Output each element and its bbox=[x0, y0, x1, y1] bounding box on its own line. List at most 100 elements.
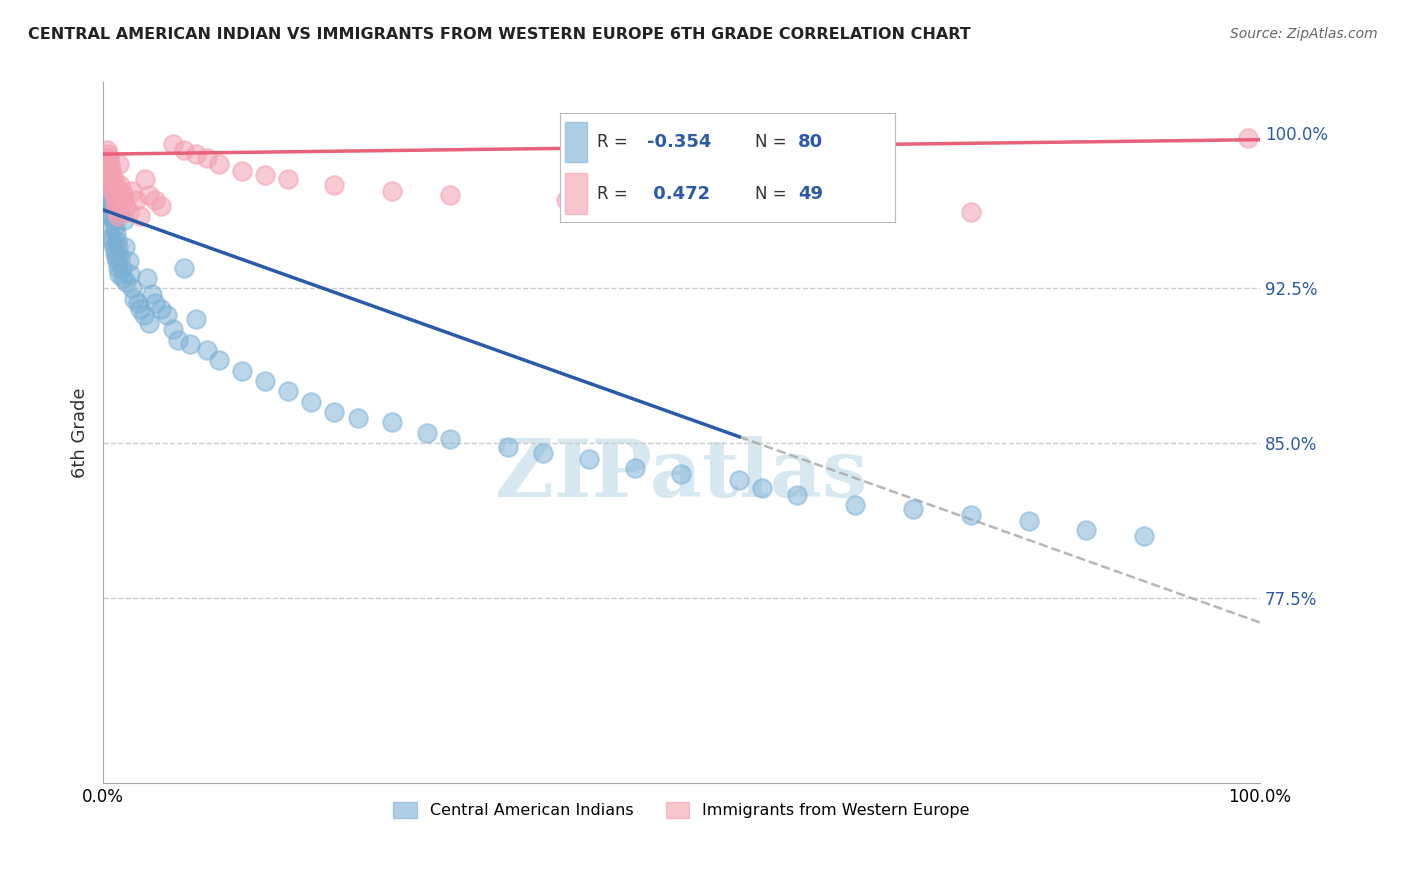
Point bbox=[129, 209, 152, 223]
Point bbox=[1133, 529, 1156, 543]
Text: Source: ZipAtlas.com: Source: ZipAtlas.com bbox=[1230, 27, 1378, 41]
Point bbox=[173, 260, 195, 275]
Point bbox=[132, 308, 155, 322]
Point bbox=[97, 163, 120, 178]
Point bbox=[578, 452, 600, 467]
Point bbox=[104, 199, 127, 213]
Point bbox=[100, 199, 122, 213]
Point bbox=[100, 161, 122, 176]
Point bbox=[107, 260, 129, 275]
Point bbox=[101, 168, 124, 182]
Point bbox=[254, 168, 277, 182]
Text: ZIPatlas: ZIPatlas bbox=[495, 435, 868, 514]
Point bbox=[671, 199, 693, 213]
Point bbox=[323, 405, 346, 419]
Point bbox=[105, 205, 128, 219]
Point bbox=[728, 473, 751, 487]
Point bbox=[195, 151, 218, 165]
Point bbox=[104, 226, 127, 240]
Point bbox=[104, 250, 127, 264]
Point bbox=[127, 295, 149, 310]
Point bbox=[97, 184, 120, 198]
Point bbox=[149, 301, 172, 316]
Point bbox=[844, 498, 866, 512]
Point bbox=[98, 178, 121, 192]
Point bbox=[124, 292, 146, 306]
Point bbox=[149, 199, 172, 213]
Point bbox=[231, 163, 253, 178]
Point bbox=[98, 172, 121, 186]
Point bbox=[108, 157, 131, 171]
Point bbox=[136, 271, 159, 285]
Point bbox=[104, 246, 127, 260]
Point bbox=[195, 343, 218, 358]
Point bbox=[101, 188, 124, 202]
Point bbox=[254, 374, 277, 388]
Point bbox=[624, 460, 647, 475]
Point bbox=[112, 213, 135, 227]
Point bbox=[134, 172, 156, 186]
Point bbox=[101, 209, 124, 223]
Point bbox=[959, 508, 981, 523]
Point bbox=[104, 199, 127, 213]
Point bbox=[1076, 523, 1098, 537]
Point bbox=[97, 163, 120, 178]
Point bbox=[173, 143, 195, 157]
Point bbox=[121, 184, 143, 198]
Point bbox=[1237, 130, 1260, 145]
Point bbox=[111, 188, 134, 202]
Point bbox=[100, 229, 122, 244]
Point bbox=[97, 147, 120, 161]
Point bbox=[110, 205, 132, 219]
Point bbox=[959, 205, 981, 219]
Point bbox=[124, 193, 146, 207]
Point bbox=[118, 267, 141, 281]
Point bbox=[94, 178, 117, 192]
Point bbox=[671, 467, 693, 481]
Point bbox=[496, 440, 519, 454]
Legend: Central American Indians, Immigrants from Western Europe: Central American Indians, Immigrants fro… bbox=[387, 795, 976, 824]
Point bbox=[179, 337, 201, 351]
Point bbox=[104, 219, 127, 234]
Point bbox=[101, 184, 124, 198]
Point bbox=[96, 168, 118, 182]
Point bbox=[231, 364, 253, 378]
Point bbox=[105, 234, 128, 248]
Point bbox=[751, 481, 773, 495]
Point bbox=[184, 147, 207, 161]
Point bbox=[110, 178, 132, 192]
Point bbox=[97, 151, 120, 165]
Point bbox=[117, 254, 139, 268]
Point bbox=[162, 136, 184, 151]
Point bbox=[107, 240, 129, 254]
Point bbox=[98, 157, 121, 171]
Point bbox=[111, 271, 134, 285]
Point bbox=[901, 502, 924, 516]
Point bbox=[381, 415, 404, 429]
Point bbox=[104, 178, 127, 192]
Point bbox=[277, 172, 299, 186]
Point bbox=[97, 168, 120, 182]
Point bbox=[103, 172, 125, 186]
Y-axis label: 6th Grade: 6th Grade bbox=[72, 387, 89, 478]
Point bbox=[554, 193, 576, 207]
Point bbox=[346, 411, 368, 425]
Text: CENTRAL AMERICAN INDIAN VS IMMIGRANTS FROM WESTERN EUROPE 6TH GRADE CORRELATION : CENTRAL AMERICAN INDIAN VS IMMIGRANTS FR… bbox=[28, 27, 972, 42]
Point bbox=[115, 275, 138, 289]
Point bbox=[98, 193, 121, 207]
Point bbox=[299, 394, 322, 409]
Point bbox=[141, 287, 163, 301]
Point bbox=[103, 188, 125, 202]
Point bbox=[381, 184, 404, 198]
Point bbox=[121, 281, 143, 295]
Point bbox=[97, 172, 120, 186]
Point bbox=[108, 267, 131, 281]
Point bbox=[103, 193, 125, 207]
Point bbox=[112, 193, 135, 207]
Point bbox=[167, 333, 190, 347]
Point bbox=[111, 184, 134, 198]
Point bbox=[208, 353, 231, 368]
Point bbox=[156, 308, 179, 322]
Point bbox=[98, 219, 121, 234]
Point bbox=[1018, 514, 1040, 528]
